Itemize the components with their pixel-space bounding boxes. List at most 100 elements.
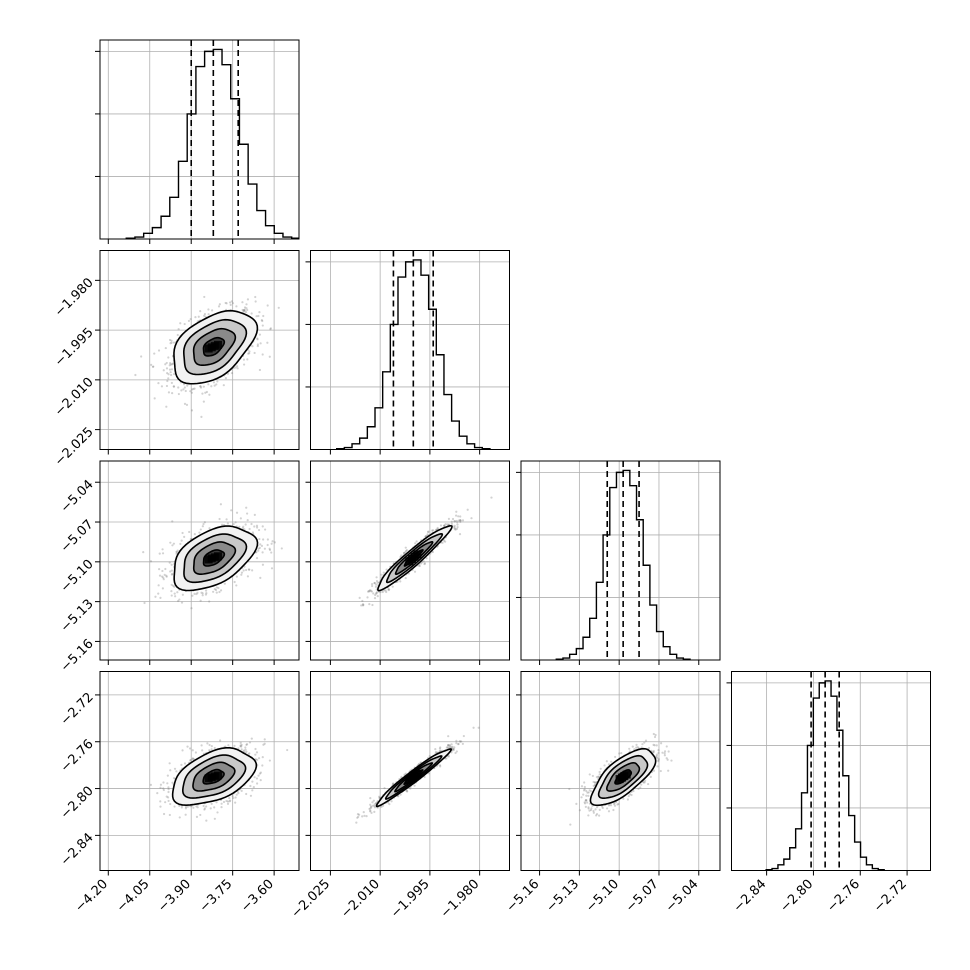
scatter-point [218,303,221,306]
panel-frame [99,250,300,450]
panel-content [521,461,720,660]
scatter-point [212,381,216,384]
scatter-point [451,745,454,748]
scatter-point [193,592,196,595]
scatter-point [268,547,271,550]
scatter-point [592,809,595,813]
scatter-point [568,787,571,791]
scatter-point [659,769,662,773]
scatter-point [261,563,265,566]
scatter-point [414,542,417,545]
scatter-point [452,749,455,752]
scatter-point [162,369,165,372]
scatter-point [365,815,368,818]
panel-1-0: −2.025 −2.010 −1.995 −1.980 [52,250,300,469]
scatter-point [210,385,213,388]
scatter-point [159,786,162,789]
x-tick-label: −5.13 [543,877,582,916]
scatter-point [456,525,459,529]
scatter-point [208,527,211,530]
scatter-point [231,795,234,798]
scatter-point [595,806,599,809]
scatter-point [167,373,170,376]
scatter-point [655,754,658,758]
scatter-point [613,802,616,805]
scatter-point [243,309,246,312]
scatter-point [240,571,244,574]
scatter-point [663,752,666,755]
scatter-point [250,737,253,740]
density-peak [413,769,422,778]
scatter-point [254,758,258,761]
scatter-point [387,587,390,591]
scatter-point [162,781,165,784]
scatter-point [204,315,207,318]
scatter-point [262,743,265,746]
scatter-point [639,786,642,789]
scatter-point [607,763,611,766]
scatter-point [382,571,385,574]
scatter-point [357,815,360,818]
scatter-point [225,518,228,521]
scatter-point [236,365,239,368]
scatter-point [459,519,462,522]
scatter-point [369,807,372,810]
scatter-point [598,808,601,812]
scatter-point [190,391,193,394]
panel-content [310,461,510,660]
scatter-point [195,805,198,808]
y-tick-label: −5.07 [58,517,97,556]
scatter-point [217,305,221,308]
scatter-point [229,303,232,306]
panel-2-0: −5.16−5.13−5.10−5.07−5.04 [58,460,300,675]
scatter-point [242,749,246,752]
scatter-point [655,753,659,756]
scatter-point [243,306,247,309]
scatter-point [266,341,269,344]
scatter-point [375,576,378,579]
y-tick-label: −2.72 [58,690,97,729]
scatter-point [247,352,250,355]
scatter-point [216,811,219,814]
scatter-point [161,548,164,551]
scatter-point [208,393,211,396]
scatter-point [422,560,425,563]
scatter-point [587,807,590,810]
scatter-point [228,796,231,800]
scatter-point [404,772,408,775]
scatter-point [663,750,667,753]
scatter-point [178,598,181,601]
scatter-point [643,741,646,744]
scatter-point [368,807,371,811]
scatter-point [170,594,173,597]
scatter-point [652,743,655,746]
scatter-point [244,523,247,526]
scatter-point [241,527,244,530]
scatter-point [191,757,194,760]
scatter-point [215,383,218,386]
scatter-point [447,744,450,747]
scatter-point [376,581,379,584]
scatter-point [660,742,663,745]
scatter-point [361,815,364,818]
scatter-point [367,590,370,593]
scatter-point [175,770,178,773]
scatter-point [167,391,171,394]
scatter-point [451,517,455,521]
scatter-point [584,799,587,802]
scatter-point [233,744,236,747]
scatter-point [178,816,181,819]
y-tick-label: −2.80 [58,784,97,823]
scatter-point [184,813,187,816]
scatter-point [189,759,192,762]
scatter-point [225,302,228,305]
contour-line [385,532,444,584]
scatter-point [649,775,652,779]
scatter-point [166,371,169,375]
scatter-point [380,573,383,576]
scatter-point [403,773,406,776]
scatter-point [381,590,384,594]
scatter-point [240,789,243,792]
scatter-point [173,805,176,808]
scatter-point [181,749,184,752]
